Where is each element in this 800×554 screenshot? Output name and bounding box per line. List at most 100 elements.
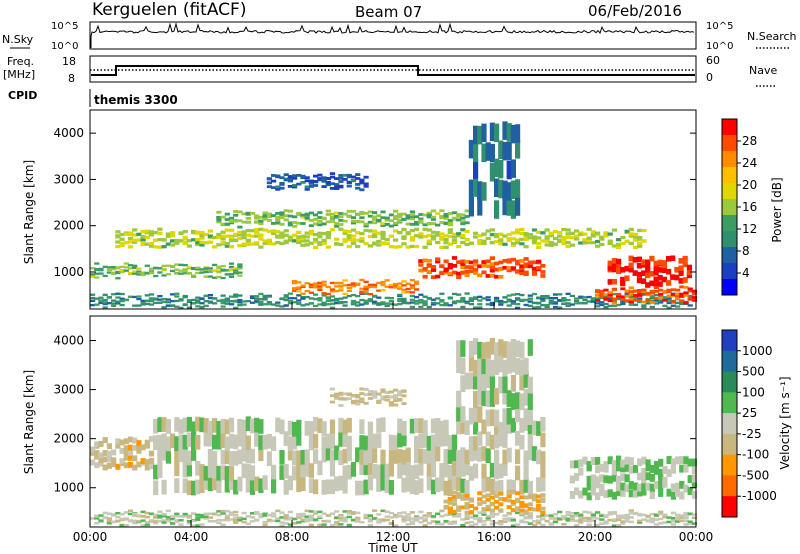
heatmap-cell xyxy=(498,301,504,304)
heatmap-cell xyxy=(401,280,407,283)
heatmap-cell xyxy=(393,403,399,407)
heatmap-cell xyxy=(258,303,264,306)
heatmap-cell xyxy=(489,233,495,237)
heatmap-cell xyxy=(338,223,344,226)
heatmap-cell xyxy=(228,220,235,223)
heatmap-cell xyxy=(439,215,445,218)
heatmap-cell xyxy=(127,519,134,522)
heatmap-cell xyxy=(595,290,601,294)
heatmap-cell xyxy=(119,300,125,303)
heatmap-cell xyxy=(548,522,554,525)
heatmap-cell xyxy=(334,222,340,225)
heatmap-cell xyxy=(439,420,445,436)
heatmap-cell xyxy=(132,437,138,444)
heatmap-cell xyxy=(506,517,512,521)
heatmap-cell xyxy=(334,242,340,246)
heatmap-cell xyxy=(376,477,382,492)
heatmap-cell xyxy=(106,296,112,299)
nave-tick-top: 60 xyxy=(706,54,720,67)
heatmap-cell xyxy=(300,176,306,180)
heatmap-cell xyxy=(111,271,117,274)
heatmap-cell xyxy=(338,284,344,287)
heatmap-cell xyxy=(666,268,672,275)
heatmap-cell xyxy=(460,220,466,223)
heatmap-cell xyxy=(540,463,546,478)
heatmap-cell xyxy=(468,179,474,199)
heatmap-cell xyxy=(439,271,445,275)
heatmap-cell xyxy=(271,174,277,177)
heatmap-cell xyxy=(574,487,580,496)
heatmap-cell xyxy=(595,523,601,527)
heatmap-cell xyxy=(191,519,197,523)
heatmap-cell xyxy=(338,180,344,183)
heatmap-cell xyxy=(140,303,146,306)
colorbar-swatch xyxy=(722,167,737,184)
colorbar-tick-label: 4 xyxy=(742,266,750,280)
heatmap-cell xyxy=(283,431,289,446)
heatmap-cell xyxy=(380,230,386,234)
heatmap-cell xyxy=(94,453,100,460)
heatmap-cell xyxy=(405,214,411,218)
heatmap-cell xyxy=(313,297,319,301)
heatmap-cell xyxy=(393,223,399,226)
heatmap-cell xyxy=(414,215,420,219)
heatmap-cell xyxy=(186,239,192,243)
heatmap-cell xyxy=(435,241,441,245)
heatmap-cell xyxy=(599,292,605,296)
heatmap-cell xyxy=(148,512,155,515)
heatmap-cell xyxy=(148,241,155,245)
heatmap-cell xyxy=(460,296,466,300)
heatmap-cell xyxy=(342,292,348,295)
heatmap-cell xyxy=(540,497,546,502)
colorbar-tick-label: 100 xyxy=(742,385,765,399)
heatmap-cell xyxy=(679,295,685,298)
heatmap-cell xyxy=(670,511,676,515)
heatmap-cell xyxy=(283,218,289,222)
heatmap-cell xyxy=(153,513,159,517)
heatmap-cell xyxy=(460,262,466,266)
heatmap-cell xyxy=(127,444,134,451)
heatmap-cell xyxy=(186,516,192,519)
heatmap-cell xyxy=(682,277,688,283)
heatmap-cell xyxy=(531,523,538,527)
heatmap-cell xyxy=(653,269,659,276)
heatmap-cell xyxy=(380,462,386,478)
heatmap-cell xyxy=(380,210,386,214)
heatmap-cell xyxy=(393,238,399,242)
heatmap-cell xyxy=(136,461,142,468)
heatmap-cell xyxy=(359,178,365,182)
colorbar-swatch xyxy=(722,247,737,264)
heatmap-cell xyxy=(422,258,428,263)
heatmap-cell xyxy=(220,294,226,297)
heatmap-cell xyxy=(456,492,462,496)
heatmap-cell xyxy=(376,464,382,480)
heatmap-cell xyxy=(603,520,609,523)
heatmap-cell xyxy=(430,268,437,272)
heatmap-cell xyxy=(279,419,285,435)
heatmap-cell xyxy=(670,293,676,296)
heatmap-cell xyxy=(443,222,449,226)
heatmap-cell xyxy=(237,476,243,492)
heatmap-cell xyxy=(397,245,403,249)
heatmap-cell xyxy=(569,243,575,247)
heatmap-cell xyxy=(683,511,689,515)
heatmap-cell xyxy=(350,518,357,522)
heatmap-cell xyxy=(363,242,369,246)
heatmap-cell xyxy=(426,264,432,268)
heatmap-cell xyxy=(220,237,226,241)
heatmap-cell xyxy=(658,481,664,490)
heatmap-cell xyxy=(388,395,394,399)
heatmap-cell xyxy=(317,281,323,284)
heatmap-cell xyxy=(628,297,634,301)
heatmap-cell xyxy=(296,299,302,302)
heatmap-cell xyxy=(132,521,138,525)
heatmap-cell xyxy=(498,140,504,159)
heatmap-cell xyxy=(342,465,348,481)
heatmap-cell xyxy=(350,399,357,403)
heatmap-cell xyxy=(401,460,407,476)
heatmap-cell xyxy=(228,268,235,272)
heatmap-cell xyxy=(481,357,487,375)
heatmap-cell xyxy=(98,519,104,522)
heatmap-cell xyxy=(384,218,390,222)
heatmap-cell xyxy=(422,514,428,517)
